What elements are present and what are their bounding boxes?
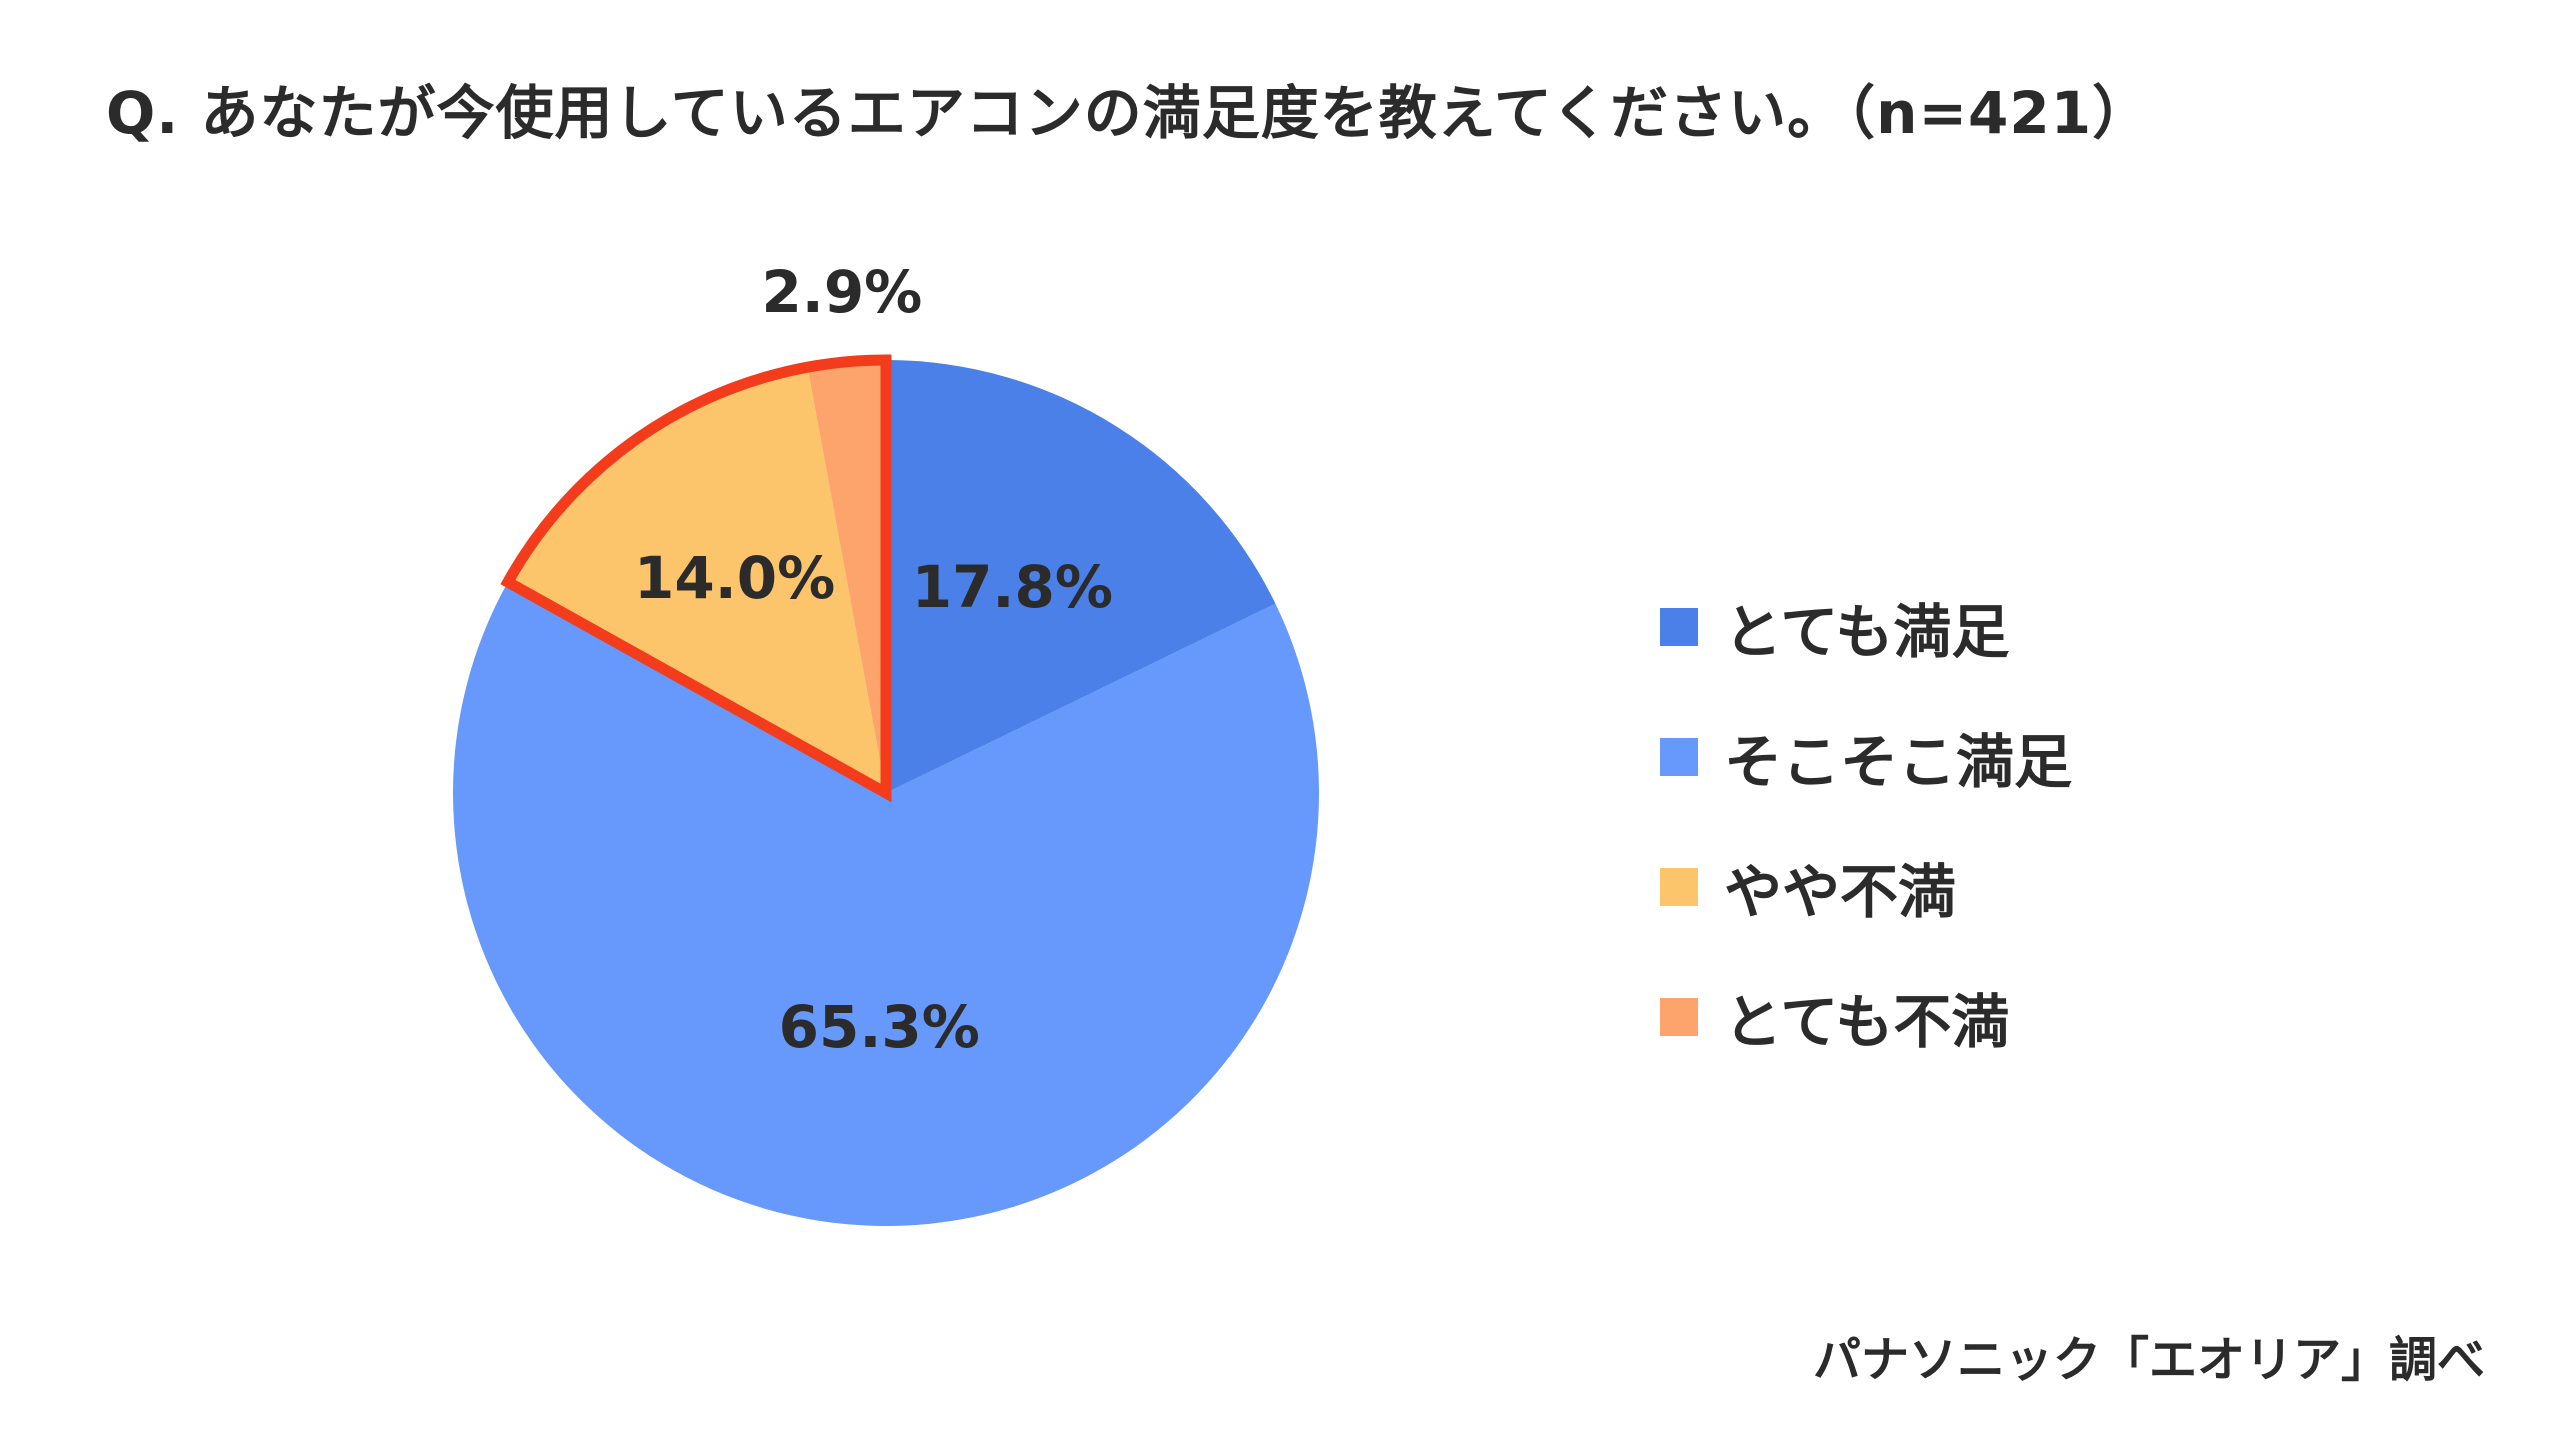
legend-swatch — [1660, 998, 1698, 1036]
legend-swatch — [1660, 868, 1698, 906]
legend-item: そこそこ満足 — [1660, 692, 2072, 822]
slice-value-label: 2.9% — [761, 258, 922, 326]
legend-label: そこそこ満足 — [1724, 728, 2073, 796]
pie-slice — [886, 360, 1276, 793]
legend-label: とても不満 — [1724, 988, 2010, 1056]
legend-swatch — [1660, 608, 1698, 646]
legend-label: やや不満 — [1724, 858, 1957, 926]
legend-item: とても不満 — [1660, 952, 2072, 1082]
legend: とても満足そこそこ満足 やや不満とても不満 — [1660, 562, 2072, 1082]
chart-title: Q. あなたが今使用しているエアコンの満足度を教えてください。（n=421） — [106, 79, 2152, 147]
legend-item: やや不満 — [1660, 822, 2072, 952]
pie-slice — [507, 367, 886, 793]
source-note: パナソニック「エオリア」調べ — [1812, 1332, 2485, 1388]
dissatisfied-highlight-outline — [500, 354, 892, 803]
pie-slice — [807, 360, 886, 793]
legend-swatch — [1660, 738, 1698, 776]
legend-item: とても満足 — [1660, 562, 2072, 692]
slice-value-label: 14.0% — [634, 544, 835, 612]
pie-slice — [453, 582, 1319, 1226]
slice-value-label: 65.3% — [779, 993, 980, 1061]
legend-label: とても満足 — [1724, 598, 2010, 666]
slice-value-label: 17.8% — [912, 553, 1113, 621]
